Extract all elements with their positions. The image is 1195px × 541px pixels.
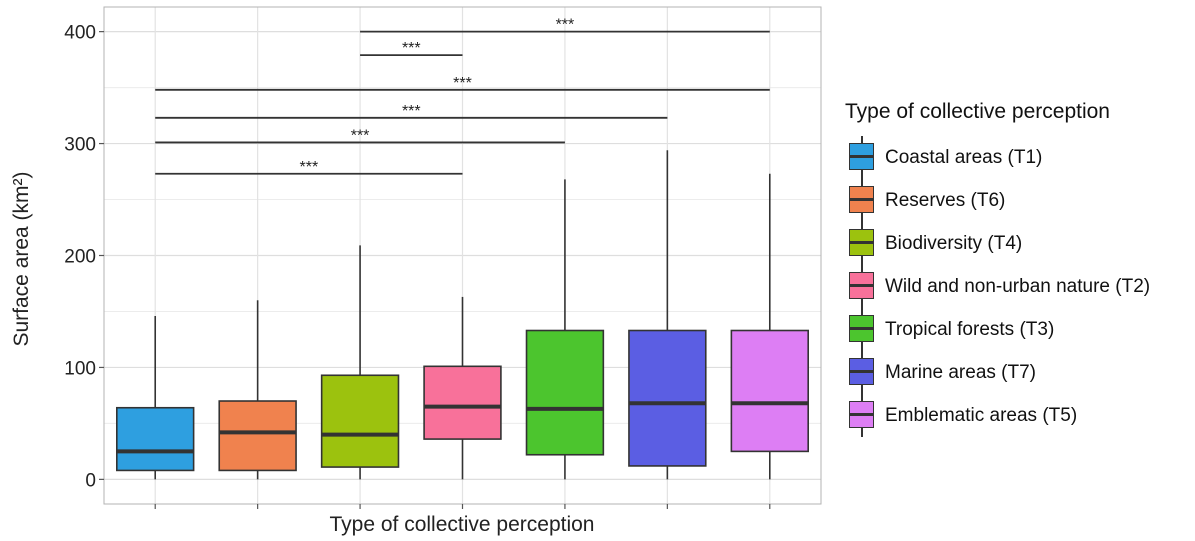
box-5 — [525, 179, 605, 480]
legend-label: Coastal areas (T1) — [885, 146, 1043, 168]
legend-key — [845, 136, 879, 179]
x-axis-label: Type of collective perception — [330, 513, 595, 536]
box-4 — [423, 296, 502, 480]
legend-item: Tropical forests (T3) — [845, 308, 1190, 351]
box-body — [628, 329, 707, 467]
legend-label: Biodiversity (T4) — [885, 232, 1023, 254]
y-tick-label: 0 — [85, 470, 96, 491]
legend-label: Reserves (T6) — [885, 189, 1006, 211]
significance-label: *** — [300, 159, 319, 176]
box-3 — [320, 245, 400, 480]
legend-title: Type of collective perception — [845, 100, 1110, 123]
y-tick-label: 100 — [64, 358, 96, 379]
y-tick-label: 300 — [64, 135, 96, 156]
legend-key-median — [849, 198, 874, 201]
significance-label: *** — [402, 103, 421, 120]
legend-label: Marine areas (T7) — [885, 361, 1036, 383]
legend-key-median — [849, 327, 874, 330]
legend-key — [845, 222, 879, 265]
y-axis-ticks: 0 100 200 300 400 — [64, 23, 771, 509]
significance-label: *** — [402, 40, 421, 57]
box-body — [116, 406, 195, 472]
significance-label: *** — [351, 127, 370, 144]
box-body — [320, 374, 400, 468]
legend-key-median — [849, 370, 874, 373]
legend-key-median — [849, 284, 874, 287]
y-tick-label: 400 — [64, 23, 96, 44]
legend-key — [845, 265, 879, 308]
box-7 — [730, 173, 809, 480]
legend-items: Coastal areas (T1) Reserves (T6) Biodivers… — [845, 136, 1190, 437]
legend-item: Biodiversity (T4) — [845, 222, 1190, 265]
significance-brackets: *** *** *** *** *** *** — [155, 17, 770, 176]
boxes — [116, 150, 809, 480]
legend-key — [845, 179, 879, 222]
box-6 — [628, 150, 707, 480]
y-tick-label: 200 — [64, 247, 96, 268]
box-body — [218, 400, 297, 472]
legend-key-median — [849, 155, 874, 158]
legend-key — [845, 394, 879, 437]
box-1 — [116, 315, 195, 480]
box-body — [730, 329, 809, 453]
legend: Type of collective perception Coastal ar… — [845, 100, 1190, 437]
y-axis-label: Surface area (km²) — [10, 171, 33, 346]
legend-label: Tropical forests (T3) — [885, 318, 1055, 340]
significance-label: *** — [453, 75, 472, 92]
legend-label: Emblematic areas (T5) — [885, 404, 1078, 426]
legend-item: Coastal areas (T1) — [845, 136, 1190, 179]
legend-item: Emblematic areas (T5) — [845, 394, 1190, 437]
legend-item: Reserves (T6) — [845, 179, 1190, 222]
legend-item: Marine areas (T7) — [845, 351, 1190, 394]
box-2 — [218, 300, 297, 480]
legend-key-median — [849, 413, 874, 416]
legend-key — [845, 351, 879, 394]
box-body — [525, 329, 605, 456]
box-body — [423, 365, 502, 440]
legend-key — [845, 308, 879, 351]
significance-label: *** — [556, 17, 575, 34]
legend-key-median — [849, 241, 874, 244]
legend-item: Wild and non-urban nature (T2) — [845, 265, 1190, 308]
legend-label: Wild and non-urban nature (T2) — [885, 275, 1151, 297]
